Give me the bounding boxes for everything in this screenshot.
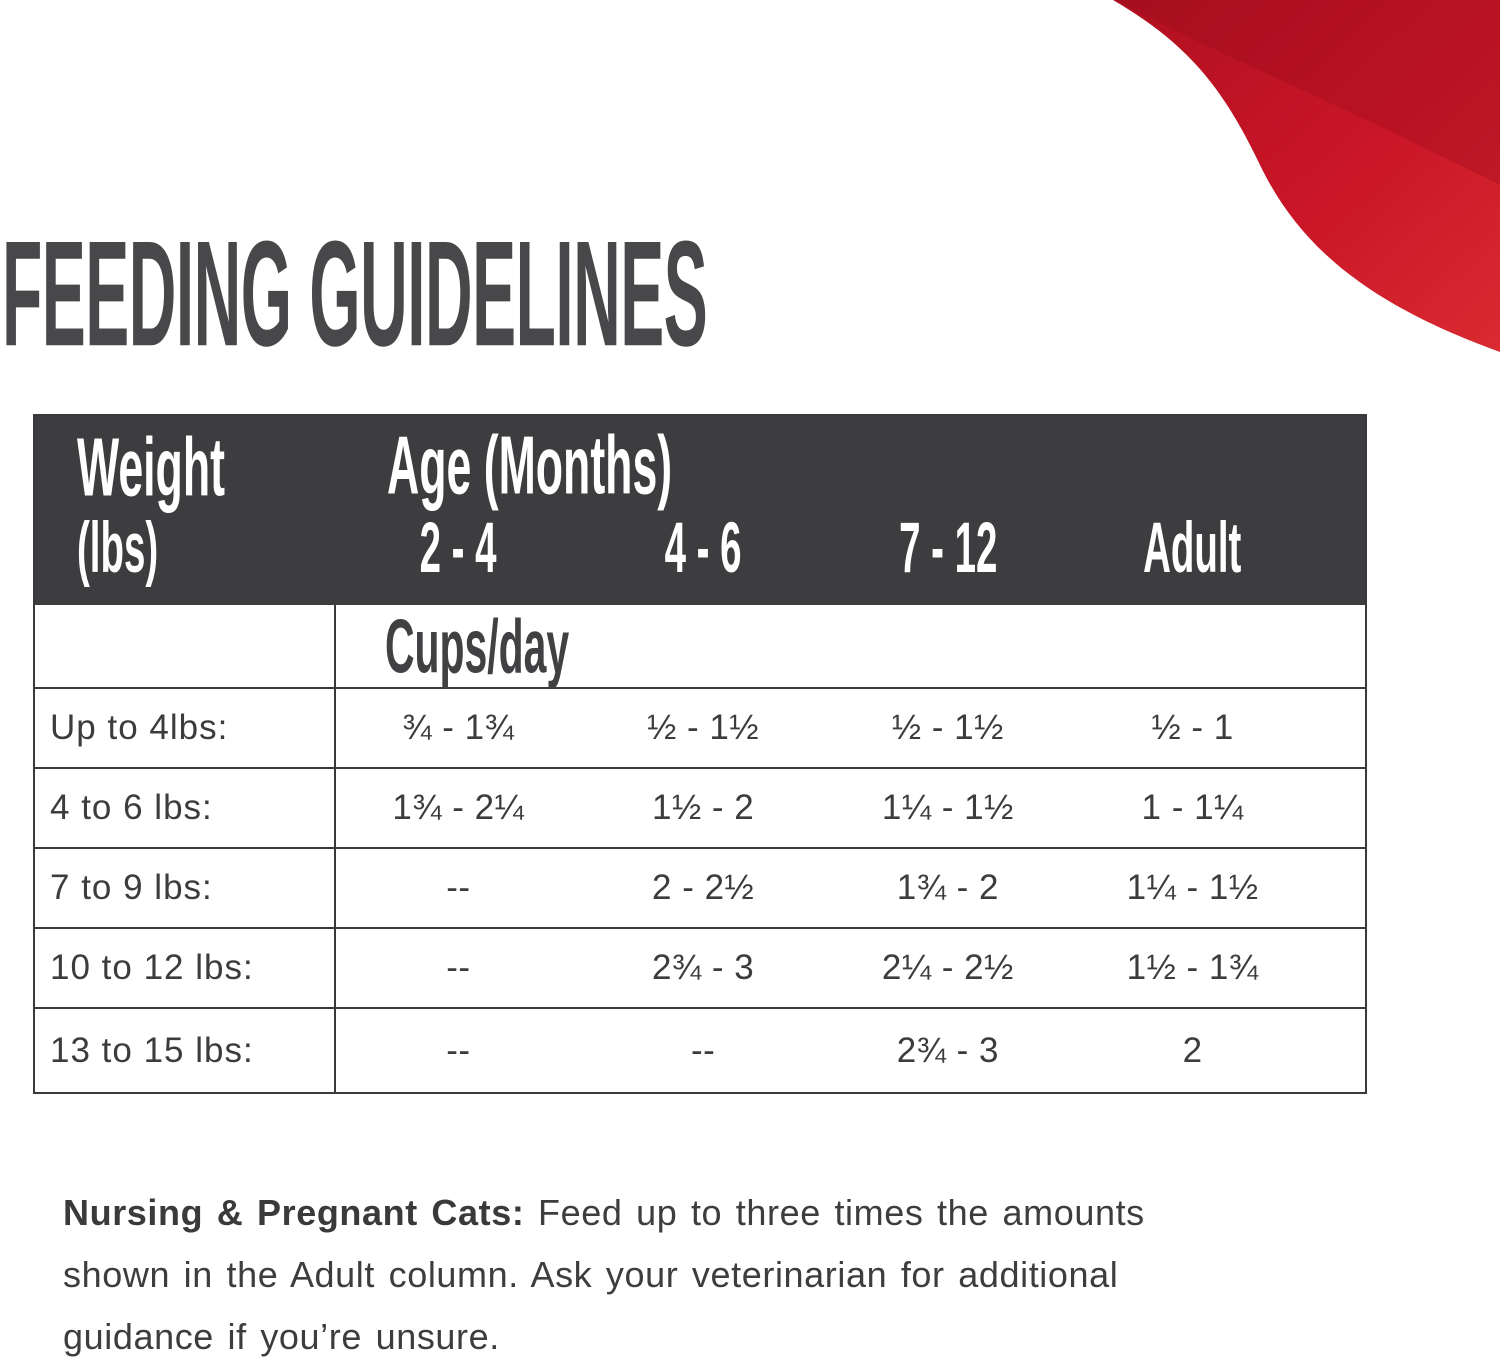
page-title: FEEDING GUIDELINES [2,210,708,379]
cups-value: 1¼ - 1½ [881,788,1014,827]
feeding-table: Weight (lbs) Age (Months) 2 - 4 4 - 6 7 … [33,414,1367,1094]
cups-value: ½ - 1 [1151,708,1234,747]
cups-value: -- [446,1030,471,1070]
note-line3: guidance if you’re unsure. [63,1316,500,1357]
table-row: 7 to 9 lbs: -- 2 - 2½ 1¾ - 2 1¼ - 1½ [35,847,1365,927]
cups-value: 2¾ - 3 [652,948,755,987]
units-row-weight-cell [35,605,336,687]
cups-value: -- [690,1030,716,1070]
cups-value: 2¼ - 2½ [881,948,1014,987]
cups-per-day-label: Cups/day [385,603,570,689]
cups-value: 2¾ - 3 [896,1030,999,1070]
red-corner-swoosh [1113,0,1500,352]
table-row: 13 to 15 lbs: -- -- 2¾ - 3 2 [35,1007,1365,1092]
cups-value: 1¾ - 2 [896,868,999,907]
weight-range-label: 4 to 6 lbs: [35,769,336,847]
note-line2: shown in the Adult column. Ask your vete… [63,1254,1119,1295]
table-row: 10 to 12 lbs: -- 2¾ - 3 2¼ - 2½ 1½ - 1¾ [35,927,1365,1007]
cups-value: 1½ - 2 [652,788,755,827]
note-bold-prefix: Nursing & Pregnant Cats: [63,1192,525,1233]
units-row: Cups/day [35,605,1365,687]
cups-value: ½ - 1½ [891,708,1004,747]
cups-value: 1 - 1¼ [1141,788,1244,827]
cups-value: -- [446,868,471,907]
weight-column-header: Weight [77,422,225,514]
age-col-4-6: 4 - 6 [664,508,742,589]
nursing-pregnant-note: Nursing & Pregnant Cats: Feed up to thre… [63,1182,1423,1368]
weight-range-label: Up to 4lbs: [35,689,336,767]
cups-value: 2 [1182,1030,1203,1070]
note-line1: Feed up to three times the amounts [524,1192,1145,1233]
age-col-2-4: 2 - 4 [419,508,497,589]
cups-value: -- [446,948,471,987]
cups-value: 2 - 2½ [652,868,755,907]
table-header: Weight (lbs) Age (Months) 2 - 4 4 - 6 7 … [35,416,1365,605]
cups-value: ¾ - 1¾ [402,708,515,747]
table-row: Up to 4lbs: ¾ - 1¾ ½ - 1½ ½ - 1½ ½ - 1 [35,687,1365,767]
age-col-adult: Adult [1143,508,1242,589]
cups-value: 1½ - 1¾ [1126,948,1259,987]
weight-range-label: 10 to 12 lbs: [35,929,336,1007]
age-months-header: Age (Months) [387,420,673,512]
weight-range-label: 13 to 15 lbs: [35,1009,336,1092]
age-col-7-12: 7 - 12 [898,508,998,589]
weight-range-label: 7 to 9 lbs: [35,849,336,927]
cups-value: 1¼ - 1½ [1126,868,1259,907]
cups-value: 1¾ - 2¼ [392,788,525,827]
age-column-headers: 2 - 4 4 - 6 7 - 12 Adult [336,508,1365,589]
weight-units-label: (lbs) [77,508,159,589]
table-row: 4 to 6 lbs: 1¾ - 2¼ 1½ - 2 1¼ - 1½ 1 - 1… [35,767,1365,847]
cups-value: ½ - 1½ [647,708,760,747]
